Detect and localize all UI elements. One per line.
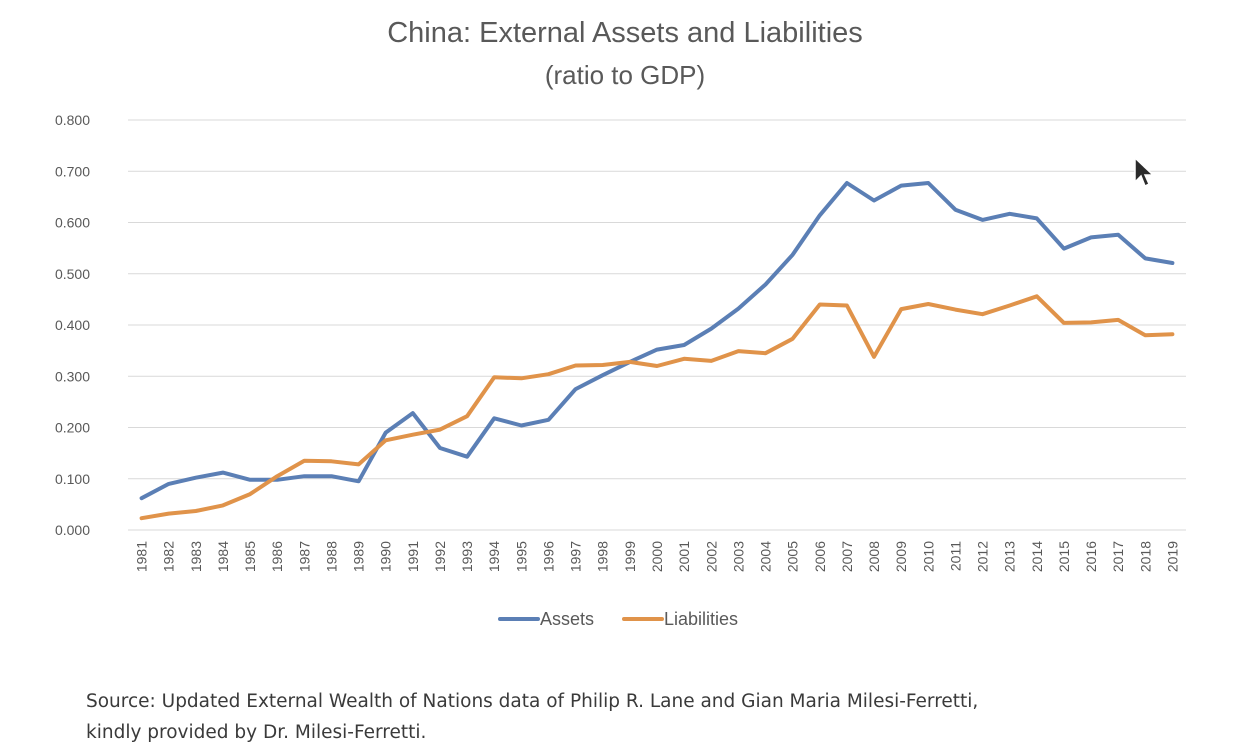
chart: China: External Assets and Liabilities (… [55, 17, 1186, 629]
source-note: Source: Updated External Wealth of Natio… [86, 686, 1226, 748]
x-tick-label: 2001 [676, 541, 692, 572]
x-tick-label: 2019 [1164, 541, 1180, 572]
series-line-assets [139, 181, 1175, 501]
source-line-1: Source: Updated External Wealth of Natio… [86, 691, 979, 712]
x-tick-label: 1989 [351, 541, 367, 572]
x-tick-label: 1994 [486, 541, 502, 572]
x-tick-label: 2009 [893, 541, 909, 572]
x-tick-label: 1992 [432, 541, 448, 572]
x-tick-label: 1990 [378, 541, 394, 572]
x-tick-label: 2017 [1110, 541, 1126, 572]
x-tick-label: 1996 [540, 541, 556, 572]
x-tick-label: 2018 [1137, 541, 1153, 572]
x-tick-label: 1984 [215, 541, 231, 572]
x-tick-label: 1981 [134, 541, 150, 572]
x-tick-label: 2014 [1029, 541, 1045, 572]
x-tick-label: 2015 [1056, 541, 1072, 572]
x-tick-label: 1987 [296, 541, 312, 572]
x-tick-label: 1983 [188, 541, 204, 572]
x-tick-label: 2000 [649, 541, 665, 572]
x-tick-label: 2010 [920, 541, 936, 572]
x-tick-label: 2007 [839, 541, 855, 572]
source-line-2: kindly provided by Dr. Milesi-Ferretti. [86, 722, 427, 743]
y-tick-label: 0.700 [55, 163, 90, 179]
legend-label: Liabilities [664, 609, 738, 629]
y-tick-label: 0.400 [55, 317, 90, 333]
x-tick-label: 1985 [242, 541, 258, 572]
chart-title: China: External Assets and Liabilities [387, 17, 863, 49]
x-tick-label: 1999 [622, 541, 638, 572]
legend-item-assets: Assets [498, 609, 594, 629]
x-tick-label: 2006 [812, 541, 828, 572]
legend-label: Assets [540, 609, 594, 629]
y-tick-label: 0.500 [55, 266, 90, 282]
x-tick-label: 1998 [595, 541, 611, 572]
x-tick-label: 1991 [405, 541, 421, 572]
x-tick-label: 2012 [975, 541, 991, 572]
x-tick-label: 2011 [947, 541, 963, 571]
series-line-liabilities [139, 294, 1175, 521]
x-tick-label: 2002 [703, 541, 719, 572]
x-tick-label: 1982 [161, 541, 177, 572]
x-tick-label: 2005 [785, 541, 801, 572]
y-tick-label: 0.000 [55, 522, 90, 538]
x-tick-label: 2004 [758, 541, 774, 572]
x-tick-label: 2008 [866, 541, 882, 572]
mouse-pointer-icon [1133, 156, 1157, 195]
y-tick-label: 0.800 [55, 112, 90, 128]
x-tick-label: 2016 [1083, 541, 1099, 572]
chart-subtitle: (ratio to GDP) [545, 60, 705, 90]
x-tick-label: 1993 [459, 541, 475, 572]
x-tick-label: 1988 [323, 541, 339, 572]
x-tick-label: 2003 [730, 541, 746, 572]
x-tick-label: 1997 [568, 541, 584, 572]
y-tick-label: 0.100 [55, 471, 90, 487]
legend-item-liabilities: Liabilities [622, 609, 738, 629]
x-tick-label: 2013 [1002, 541, 1018, 572]
y-tick-label: 0.300 [55, 368, 90, 384]
x-tick-label: 1995 [513, 541, 529, 572]
y-tick-label: 0.200 [55, 420, 90, 436]
y-tick-label: 0.600 [55, 215, 90, 231]
x-tick-label: 1986 [269, 541, 285, 572]
